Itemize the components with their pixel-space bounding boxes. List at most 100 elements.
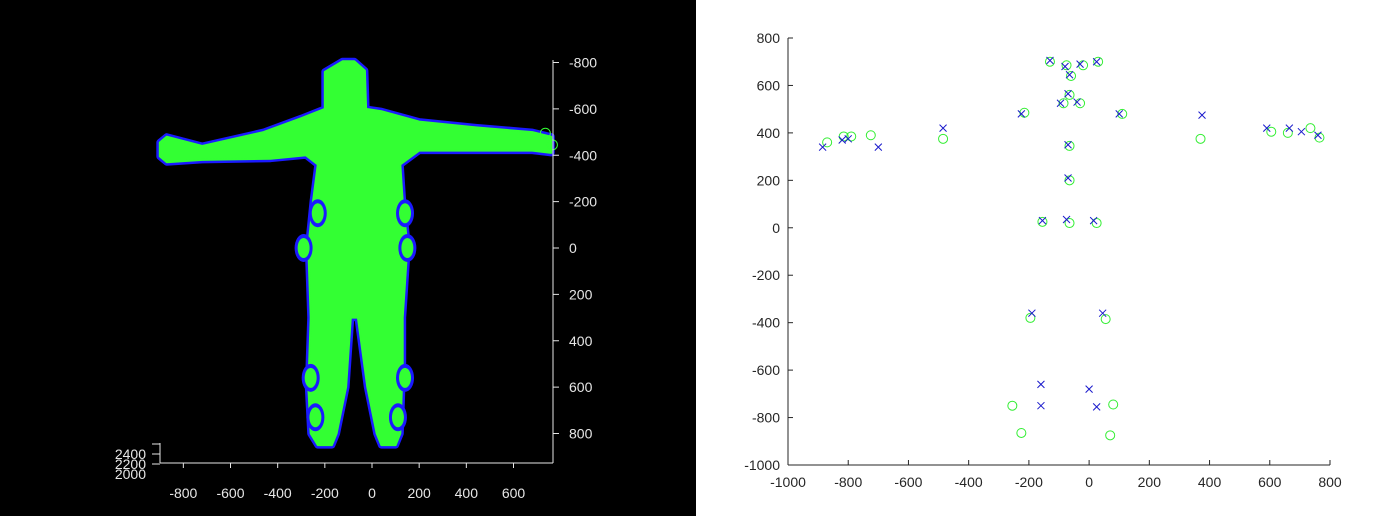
data-point-cross [1064,174,1072,182]
data-point-circle [938,133,949,144]
cross-stroke [1062,215,1071,224]
cross-stroke [838,136,847,144]
data-point-cross [1038,216,1047,225]
y-tick-label: -400 [569,147,597,163]
cross-stroke [1098,309,1107,318]
y-tick-label: -400 [752,315,780,331]
cross-stroke [1065,70,1074,79]
cross-stroke [1092,57,1101,66]
cross-stroke [1089,216,1098,225]
data-point-circle [1091,218,1102,229]
cross-stroke [1073,98,1081,106]
data-point-circle [1044,56,1055,67]
y-tick-label: -600 [752,362,780,378]
x-tick-label: -800 [834,474,862,490]
data-point-circle [1064,140,1075,151]
data-point-cross [1028,309,1036,318]
data-point-cross [1073,98,1081,106]
y-tick-label: 400 [569,333,593,349]
data-point-circle [1100,314,1111,325]
x-tick-label: 0 [1085,474,1093,490]
scatter-panel: -1000 -800 -600 -400 -200 0 200 400 600 800 800 600… [696,0,1396,516]
data-point-cross [818,143,827,151]
joint-cluster-core [401,238,414,258]
point-cloud-plot: -800 -600 -400 -200 0 200 400 600 -800 -600 -400 -2… [115,55,597,502]
cross-stroke [844,134,853,143]
x-tick-label: 200 [1138,474,1162,490]
data-point-circle [1007,400,1018,411]
x-tick-label: -600 [894,474,922,490]
cross-stroke [1198,111,1206,119]
z-tick-label: 2200 [115,456,146,472]
cross-stroke [1076,60,1084,68]
data-point-circle [865,130,876,141]
body-point-cloud [158,60,553,447]
cross-stroke [1037,401,1045,410]
hand-marker-circle [539,127,551,139]
x-tick-label: 600 [1258,474,1282,490]
data-point-cross [1061,62,1069,71]
cross-stroke [874,143,883,151]
data-point-cross [1089,216,1098,225]
y-tick-label: -800 [569,55,597,71]
data-point-cross [1062,215,1071,224]
cross-stroke [1314,131,1322,140]
joint-cluster-core [297,238,310,258]
joint-cluster-core [309,407,322,428]
cross-stroke [1061,62,1069,71]
cross-stroke [1115,110,1124,118]
data-point-cross [1064,140,1072,149]
data-point-cross [874,143,883,151]
data-point-circle [846,131,857,142]
cross-stroke [1056,99,1065,108]
data-point-cross [1115,110,1124,118]
data-point-circle [1195,133,1206,144]
hand-marker-circle [546,139,558,151]
cross-stroke [1297,127,1306,136]
y-tick-label: 800 [569,426,593,442]
data-point-cross [1297,127,1306,136]
joint-cluster-core [311,203,324,224]
data-point-circle [1314,132,1325,143]
scatter-plot: -1000 -800 -600 -400 -200 0 200 400 600 800 800 600… [744,30,1342,490]
data-point-circle [1078,60,1089,71]
y-tick-label: 0 [772,220,780,236]
data-point-circle [1282,127,1293,138]
joint-cluster-core [399,203,412,224]
data-point-circle [822,137,833,148]
data-point-cross [1056,99,1065,108]
cross-stroke [1064,140,1072,149]
data-point-circle [1037,216,1048,227]
data-point-circle [1064,89,1075,100]
data-point-cross [939,124,947,132]
cross-stroke [1092,403,1101,411]
cross-stroke [1028,309,1036,318]
data-point-cross [1037,380,1045,389]
data-point-cross [1198,111,1206,119]
data-point-circle [1064,175,1075,186]
data-point-cross [1314,131,1322,140]
cross-stroke [1037,380,1045,389]
cross-stroke [818,143,827,151]
x-tick-label: -600 [216,485,244,501]
data-point-circle [1305,123,1316,134]
data-point-cross [838,136,847,144]
x-tick-label: 400 [455,485,479,501]
x-tick-label: -1000 [770,474,806,490]
joint-cluster-core [391,407,404,428]
data-point-cross [1092,403,1101,411]
y-tick-label: 200 [569,286,593,302]
data-point-cross [1285,124,1294,132]
data-point-circle [1266,126,1277,137]
cross-stroke [1262,124,1271,132]
x-tick-label: -400 [955,474,983,490]
x-tick-label: -800 [169,485,197,501]
cross-stroke [1085,385,1093,393]
data-point-circle [1117,108,1128,119]
y-tick-label: 800 [757,30,781,46]
data-point-circle [1064,218,1075,229]
y-tick-label: -800 [752,410,780,426]
z-tick-label: 2400 [115,446,146,462]
x-tick-label: 200 [407,485,431,501]
cross-stroke [1046,56,1054,65]
